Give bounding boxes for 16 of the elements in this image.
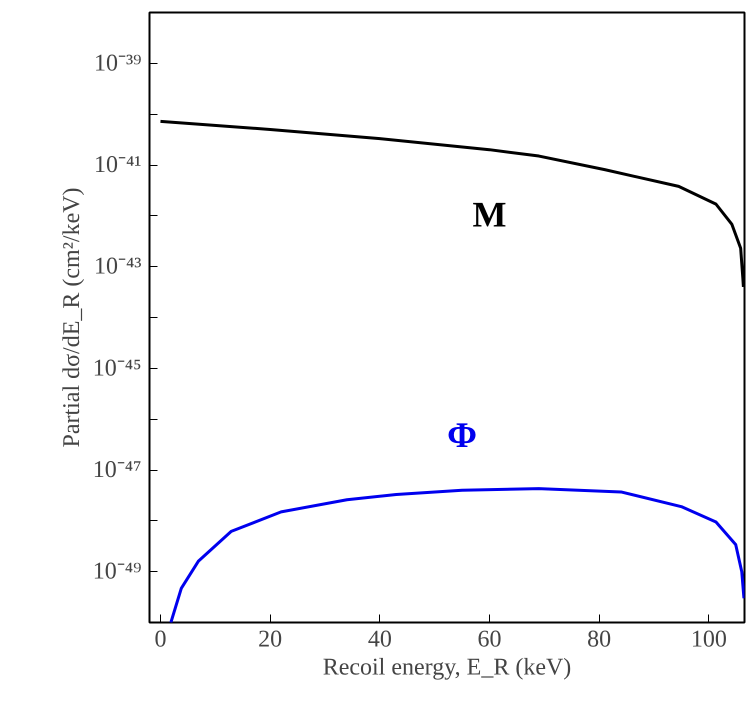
y-tick-label: 10⁻⁴¹ bbox=[94, 152, 142, 178]
series-label: M bbox=[472, 194, 506, 235]
x-tick-label: 40 bbox=[368, 626, 392, 652]
y-tick-label: 10⁻⁴⁹ bbox=[92, 558, 142, 585]
y-tick-label: 10⁻³⁹ bbox=[94, 50, 142, 76]
x-tick-label: 100 bbox=[690, 626, 727, 652]
y-tick-label: 10⁻⁴⁵ bbox=[92, 355, 142, 382]
x-axis-title: Recoil energy, E_R (keV) bbox=[322, 654, 572, 680]
y-axis-title: Partial dσ/dE_R (cm²/keV) bbox=[58, 187, 85, 448]
x-tick-label: 0 bbox=[154, 626, 166, 652]
x-tick-label: 60 bbox=[478, 626, 502, 652]
y-tick-label: 10⁻⁴³ bbox=[94, 254, 142, 280]
series-label: Φ bbox=[447, 415, 478, 456]
x-tick-label: 80 bbox=[587, 626, 612, 652]
y-tick-label: 10⁻⁴⁷ bbox=[92, 457, 142, 483]
x-tick-label: 20 bbox=[258, 626, 282, 652]
